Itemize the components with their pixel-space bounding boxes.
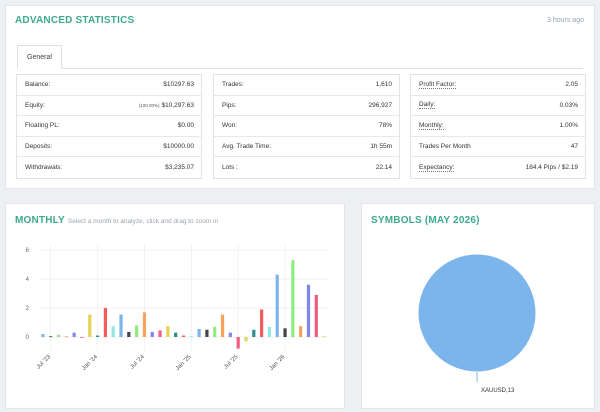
- y-tick-label: 6: [26, 248, 30, 254]
- monthly-bar[interactable]: [150, 331, 154, 337]
- x-tick-label: Jan '25: [175, 354, 193, 372]
- monthly-bar[interactable]: [95, 335, 100, 337]
- monthly-bar[interactable]: [291, 260, 295, 337]
- advanced-statistics-title: ADVANCED STATISTICS: [15, 15, 135, 26]
- tab-general[interactable]: General: [17, 45, 62, 69]
- stat-row-floating-pl: Floating PL: $0.00: [17, 116, 201, 137]
- monthly-bar[interactable]: [103, 308, 107, 337]
- monthly-bar[interactable]: [252, 329, 256, 337]
- monthly-bar[interactable]: [119, 314, 123, 338]
- monthly-bar[interactable]: [72, 332, 76, 337]
- monthly-bar-chart[interactable]: 6 4 2 0 Jul '23 Jan '24 Jul '24 Jan '25 Jul '25…: [6, 230, 346, 410]
- stat-row-avg-trade-time: Avg. Trade Time: 1h 55m: [214, 137, 399, 158]
- monthly-bar[interactable]: [283, 328, 287, 337]
- advanced-statistics-card: ADVANCED STATISTICS 3 hours ago General …: [5, 5, 595, 189]
- updated-timestamp: 3 hours ago: [547, 17, 584, 24]
- monthly-bar[interactable]: [299, 326, 303, 338]
- monthly-card: MONTHLY Select a month to analyze, click …: [5, 203, 345, 409]
- stats-table-trades: Trades: 1,610 Pips: 296,927 Won: 78% Avg. T…: [213, 74, 400, 179]
- monthly-bar[interactable]: [205, 329, 209, 337]
- stat-row-daily: Daily: 0.03%: [411, 96, 585, 117]
- monthly-bar[interactable]: [56, 334, 61, 337]
- monthly-bar[interactable]: [267, 326, 272, 337]
- monthly-bar[interactable]: [49, 336, 53, 338]
- symbols-card: SYMBOLS (MAY 2026) XAUUSD,13: [361, 203, 595, 409]
- monthly-bar[interactable]: [174, 332, 178, 337]
- pie-label-xauusd: XAUUSD,13: [481, 388, 515, 394]
- stat-row-expectancy: Expectancy: 184.4 Pips / $2.19: [419, 163, 578, 172]
- tab-divider: [17, 68, 583, 69]
- stats-table-account: Balance: $10297.63 Equity: (100.00%) $10,29…: [16, 74, 202, 179]
- monthly-title: MONTHLY Select a month to analyze, click …: [15, 215, 219, 226]
- monthly-bar[interactable]: [236, 337, 240, 349]
- x-tick-label: Jan '26: [269, 354, 287, 372]
- pie-slice-xauusd[interactable]: [417, 253, 537, 373]
- monthly-bar[interactable]: [244, 337, 248, 342]
- monthly-bar[interactable]: [306, 284, 311, 337]
- monthly-bar[interactable]: [142, 312, 147, 337]
- monthly-bar[interactable]: [80, 337, 84, 338]
- y-tick-label: 2: [26, 306, 30, 312]
- symbols-pie-chart[interactable]: XAUUSD,13: [362, 230, 596, 410]
- monthly-bar[interactable]: [213, 326, 217, 337]
- equity-percent: (100.00%): [138, 102, 160, 108]
- stat-row-equity: Equity: (100.00%) $10,297.63: [17, 96, 201, 117]
- monthly-bar[interactable]: [260, 309, 264, 337]
- x-tick-label: Jul '23: [36, 354, 53, 371]
- stat-row-won: Won: 78%: [214, 116, 399, 137]
- x-tick-label: Jul '25: [223, 354, 240, 371]
- monthly-subtitle: Select a month to analyze, click and dra…: [67, 218, 219, 225]
- monthly-bar[interactable]: [127, 331, 131, 337]
- monthly-bar[interactable]: [228, 332, 232, 337]
- monthly-bar[interactable]: [322, 336, 326, 338]
- monthly-bar[interactable]: [111, 326, 115, 338]
- monthly-bar[interactable]: [181, 335, 186, 337]
- monthly-bar[interactable]: [41, 334, 45, 337]
- stat-row-balance: Balance: $10297.63: [17, 75, 201, 96]
- monthly-bar[interactable]: [64, 336, 68, 338]
- stat-row-withdrawals: Withdrawals: $3,235.07: [25, 164, 194, 172]
- monthly-bar[interactable]: [158, 330, 162, 337]
- monthly-bar[interactable]: [135, 325, 139, 337]
- x-tick-label: Jan '24: [81, 354, 99, 372]
- y-tick-label: 0: [26, 335, 30, 341]
- monthly-bar[interactable]: [189, 336, 193, 338]
- monthly-bar[interactable]: [314, 294, 318, 337]
- stats-table-performance: Profit Factor: 2.05 Daily: 0.03% Monthly: 1…: [410, 74, 586, 179]
- monthly-bar[interactable]: [166, 326, 170, 338]
- stat-row-deposits: Deposits: $10000.00: [17, 137, 201, 158]
- y-tick-label: 4: [26, 277, 30, 283]
- monthly-bar[interactable]: [197, 329, 201, 338]
- stat-row-lots: Lots :22.14: [222, 164, 392, 172]
- symbols-title: SYMBOLS (MAY 2026): [371, 215, 480, 226]
- stat-row-trades-per-month: Trades Per Month 47: [411, 137, 585, 158]
- monthly-bar[interactable]: [88, 314, 92, 338]
- stat-row-profit-factor: Profit Factor: 2.05: [411, 75, 585, 96]
- stat-row-pips: Pips: 296,927: [214, 96, 399, 117]
- x-tick-label: Jul '24: [129, 354, 146, 371]
- monthly-bar[interactable]: [275, 274, 279, 337]
- stat-row-trades: Trades: 1,610: [214, 75, 399, 96]
- stat-row-monthly: Monthly: 1.00%: [411, 116, 585, 137]
- monthly-bar[interactable]: [220, 314, 225, 338]
